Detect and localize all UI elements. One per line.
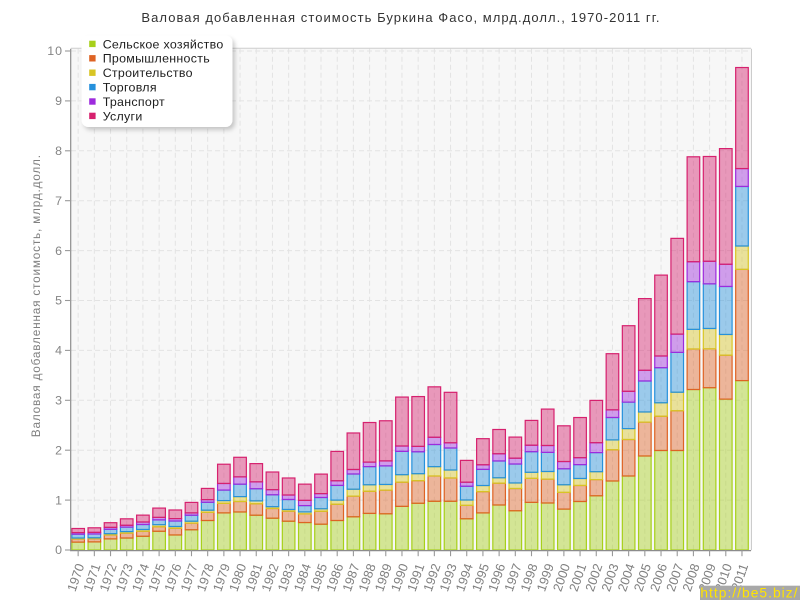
- svg-text:6: 6: [55, 244, 63, 258]
- svg-text:9: 9: [55, 94, 63, 108]
- svg-text:Сельское хозяйство: Сельское хозяйство: [103, 37, 224, 51]
- svg-text:Услуги: Услуги: [103, 109, 143, 123]
- svg-text:2: 2: [55, 443, 63, 457]
- svg-text:5: 5: [55, 294, 63, 308]
- svg-text:Валовая добавленная стоимость,: Валовая добавленная стоимость, млрд.долл…: [29, 154, 43, 437]
- svg-text:Строительство: Строительство: [103, 66, 193, 80]
- svg-text:1: 1: [55, 493, 63, 507]
- svg-text:8: 8: [55, 144, 63, 158]
- svg-text:http://be5.biz/: http://be5.biz/: [700, 586, 798, 600]
- svg-text:Промышленность: Промышленность: [103, 52, 210, 66]
- svg-text:Валовая добавленная стоимость: Валовая добавленная стоимость Буркина Фа…: [141, 10, 660, 25]
- svg-text:3: 3: [55, 394, 63, 408]
- svg-text:Транспорт: Транспорт: [103, 95, 165, 109]
- svg-text:0: 0: [55, 543, 63, 557]
- svg-text:7: 7: [55, 194, 63, 208]
- svg-text:4: 4: [55, 344, 63, 358]
- svg-text:10: 10: [47, 44, 63, 58]
- svg-text:Торговля: Торговля: [103, 81, 157, 95]
